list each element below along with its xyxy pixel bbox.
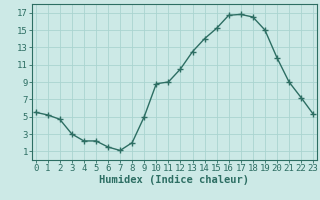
X-axis label: Humidex (Indice chaleur): Humidex (Indice chaleur) [100,175,249,185]
